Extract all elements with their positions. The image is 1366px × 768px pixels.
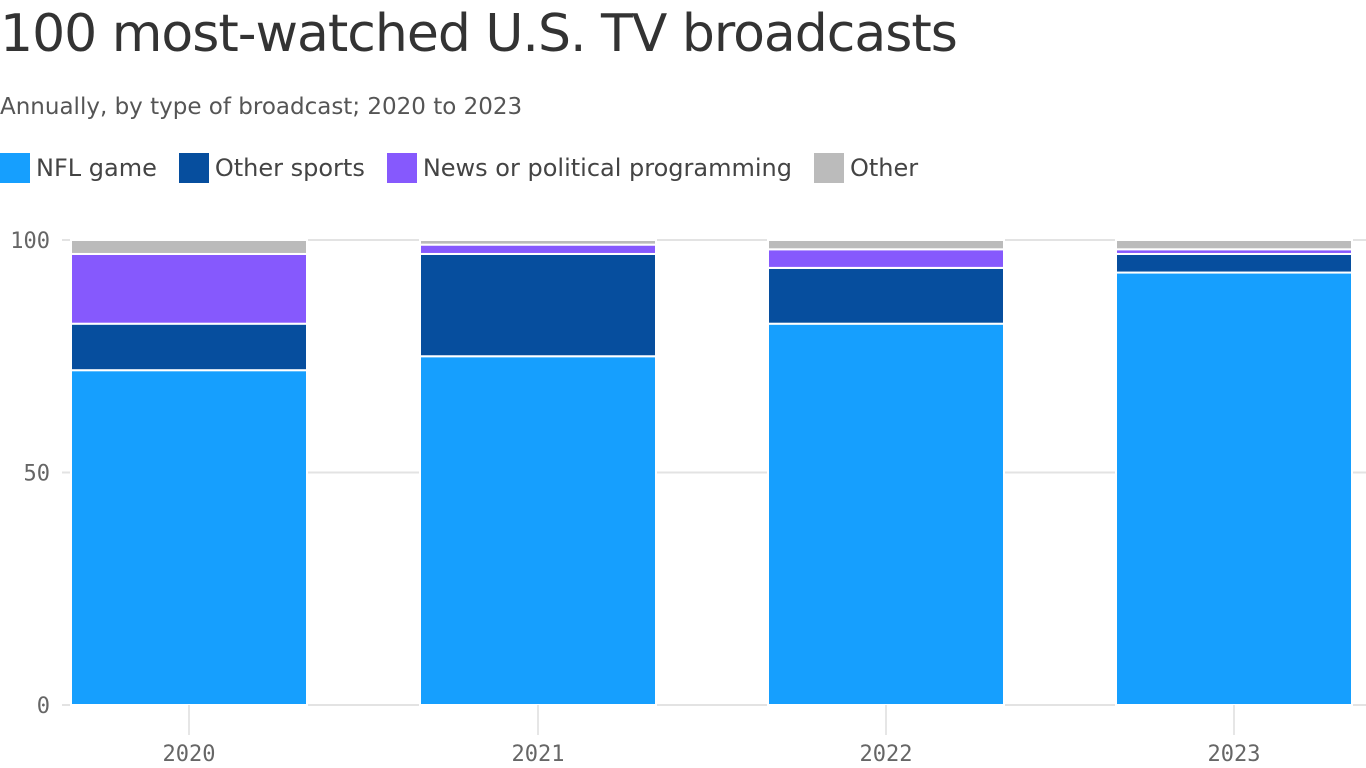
legend-label-nfl-game: NFL game — [36, 154, 157, 182]
legend-label-news-political: News or political programming — [422, 154, 792, 182]
legend-item-nfl-game: NFL game — [0, 153, 157, 183]
chart-subtitle: Annually, by type of broadcast; 2020 to … — [0, 94, 523, 120]
legend-label-other-sports: Other sports — [214, 154, 365, 182]
legend-swatch-nfl-game — [0, 153, 30, 183]
y-tick-label-50: 50 — [24, 462, 51, 487]
x-tick-label-2023: 2023 — [1208, 742, 1261, 767]
chart-title: 100 most-watched U.S. TV broadcasts — [0, 4, 958, 64]
chart-bars — [70, 239, 1353, 706]
bar-2023-other — [1115, 239, 1353, 251]
x-tick-label-2020: 2020 — [163, 742, 216, 767]
bar-2021-other — [419, 239, 657, 246]
bar-2021-news-or-political-programming — [419, 243, 657, 255]
legend-label-other: Other — [849, 154, 919, 182]
bar-2021-other-sports — [419, 252, 657, 358]
legend-swatch-other-sports — [178, 153, 209, 183]
chart-x-axis: 2020 2021 2022 2023 — [163, 705, 1261, 767]
bar-2023-nfl-game — [1115, 271, 1353, 706]
bar-2022-news-or-political-programming — [767, 248, 1005, 269]
legend-item-other: Other — [813, 153, 919, 183]
x-tick-label-2021: 2021 — [512, 742, 565, 767]
bar-2020-other — [70, 239, 308, 255]
y-tick-label-0: 0 — [37, 694, 50, 719]
legend-swatch-other — [813, 153, 844, 183]
chart-y-axis: 0 50 100 — [10, 229, 50, 719]
bar-2020-nfl-game — [70, 369, 308, 706]
legend-item-other-sports: Other sports — [178, 153, 365, 183]
bar-2020-news-or-political-programming — [70, 252, 308, 325]
bar-2020-other-sports — [70, 322, 308, 372]
chart-legend: NFL game Other sports News or political … — [0, 153, 940, 183]
y-tick-label-100: 100 — [10, 229, 50, 254]
bar-2022-other — [767, 239, 1005, 251]
legend-swatch-news-political — [386, 153, 417, 183]
bar-2022-nfl-game — [767, 322, 1005, 706]
bar-2022-other-sports — [767, 266, 1005, 325]
bar-2021-nfl-game — [419, 355, 657, 706]
x-tick-label-2022: 2022 — [860, 742, 913, 767]
bar-2023-other-sports — [1115, 252, 1353, 274]
legend-item-news-political: News or political programming — [386, 153, 792, 183]
